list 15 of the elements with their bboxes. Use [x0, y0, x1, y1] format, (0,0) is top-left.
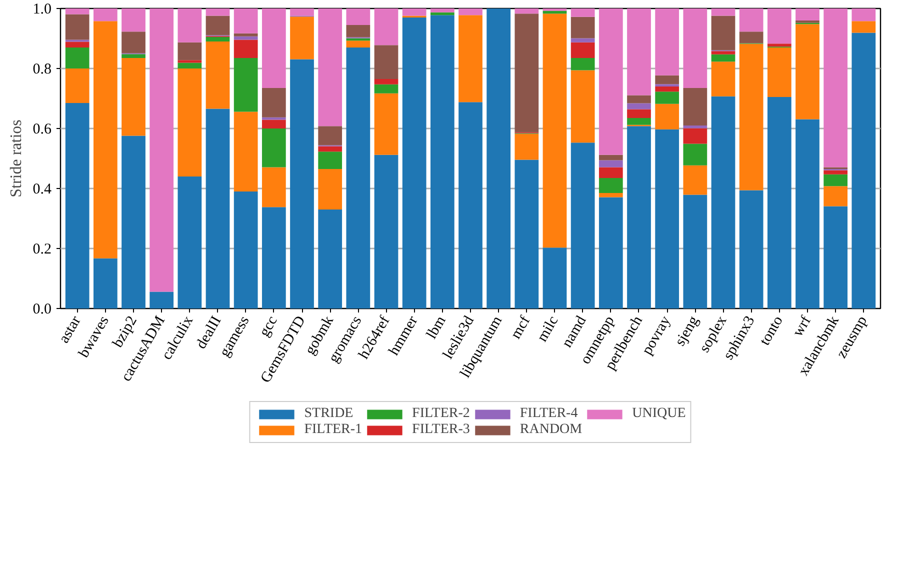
y-tick-label: 0.8 [32, 62, 52, 78]
legend-label: FILTER-4 [520, 406, 578, 422]
y-axis-title: Stride ratios [8, 120, 25, 198]
y-tick-label: 0.6 [32, 122, 52, 138]
legend-label: FILTER-3 [412, 422, 470, 438]
legend-label: FILTER-1 [304, 422, 362, 438]
legend-label: STRIDE [304, 406, 354, 422]
y-tick-label: 0.0 [32, 302, 52, 318]
legend-label: FILTER-2 [412, 406, 470, 422]
x-tick-label: mcf [508, 313, 534, 342]
y-tick-label: 0.4 [32, 182, 52, 198]
legend-label: RANDOM [520, 422, 582, 438]
y-tick-label: 1.0 [32, 2, 52, 18]
legend-label: UNIQUE [632, 406, 686, 422]
y-tick-label: 0.2 [32, 242, 52, 258]
